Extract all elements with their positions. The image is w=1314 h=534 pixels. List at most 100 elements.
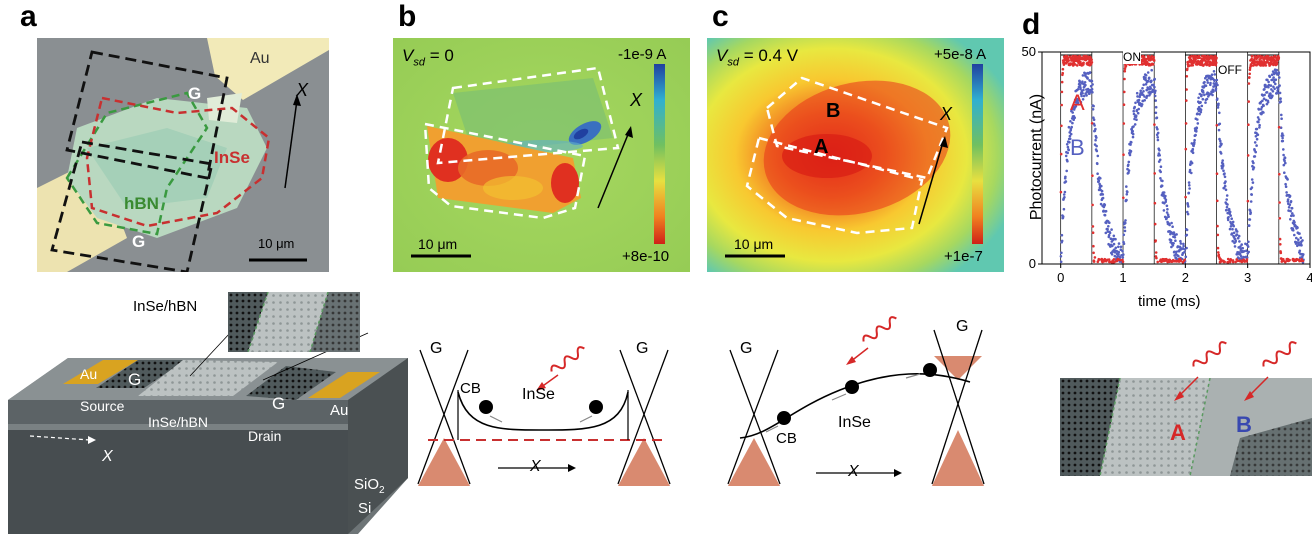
- data-point-b: [1196, 118, 1199, 121]
- data-point-b: [1132, 125, 1135, 128]
- data-point-b: [1211, 93, 1214, 97]
- data-point-b: [1215, 78, 1219, 82]
- data-point-b: [1095, 149, 1099, 153]
- data-point-b: [1147, 79, 1150, 83]
- graphene-right: [246, 366, 336, 400]
- data-point-b: [1239, 255, 1243, 258]
- data-point-b: [1121, 256, 1125, 259]
- data-point-b: [1109, 237, 1113, 240]
- data-point-b: [1089, 84, 1093, 88]
- data-point-b: [1095, 136, 1098, 139]
- data-point-b: [1119, 245, 1123, 249]
- data-point-b: [1071, 121, 1074, 125]
- data-point-a: [1183, 258, 1186, 262]
- data-point-b: [1265, 102, 1269, 106]
- x-axis-label-c: X: [940, 104, 953, 124]
- data-point-b: [1092, 104, 1095, 108]
- data-point-b: [1273, 72, 1276, 76]
- data-point-b: [1162, 209, 1166, 212]
- data-point-b: [1252, 166, 1256, 169]
- data-point-b: [1276, 91, 1280, 95]
- region-outline-upper-b: [436, 66, 620, 165]
- data-point-b: [1101, 193, 1105, 196]
- annotation-on: ON: [1123, 50, 1141, 64]
- x-axis-label-a: X: [296, 80, 309, 100]
- data-point-b: [1193, 138, 1196, 142]
- data-point-b: [1287, 206, 1291, 209]
- data-point-b: [1158, 158, 1162, 162]
- data-point-b: [1127, 171, 1130, 174]
- data-point-b: [1124, 221, 1127, 225]
- data-point-a: [1153, 201, 1157, 205]
- data-point-a: [1277, 125, 1281, 129]
- data-point-a: [1151, 62, 1155, 66]
- data-point-b: [1197, 96, 1200, 100]
- data-point-b: [1247, 224, 1251, 227]
- data-point-b: [1199, 110, 1203, 114]
- data-point-b: [1078, 81, 1082, 84]
- data-point-b: [1267, 80, 1270, 84]
- data-point-b: [1283, 159, 1286, 163]
- data-point-b: [1067, 125, 1071, 129]
- data-point-b: [1256, 133, 1260, 137]
- data-point-b: [1085, 90, 1089, 94]
- data-point-b: [1078, 83, 1082, 87]
- data-point-b: [1124, 219, 1127, 222]
- data-point-a: [1243, 260, 1246, 263]
- data-point-b: [1154, 105, 1158, 109]
- inse-outline: [85, 96, 271, 228]
- data-point-a: [1247, 82, 1251, 85]
- data-point-b: [1130, 141, 1133, 144]
- data-point-b: [1176, 245, 1180, 248]
- data-point-b: [1159, 170, 1162, 174]
- data-point-b: [1156, 136, 1159, 139]
- data-point-a: [1278, 217, 1282, 220]
- data-point-b: [1144, 76, 1147, 80]
- data-point-b: [1235, 233, 1239, 236]
- data-point-b: [1272, 76, 1275, 79]
- y-tick-label: 0: [1029, 256, 1036, 271]
- data-point-b: [1216, 106, 1220, 109]
- band-c-cb: CB: [776, 430, 797, 447]
- data-point-b: [1201, 97, 1205, 101]
- data-point-b: [1221, 164, 1225, 167]
- data-point-b: [1217, 128, 1221, 132]
- data-point-b: [1262, 97, 1266, 100]
- x-tick-label: 0: [1057, 270, 1064, 285]
- dirac-cone-left-fill-c: [728, 438, 780, 486]
- scale-bar-label-b: 10 μm: [418, 236, 458, 252]
- data-point-b: [1134, 101, 1137, 105]
- data-point-b: [1260, 105, 1264, 109]
- data-point-b: [1284, 161, 1287, 165]
- data-point-b: [1122, 253, 1125, 256]
- data-point-b: [1094, 138, 1097, 142]
- data-point-b: [1204, 101, 1207, 104]
- data-point-a: [1245, 258, 1249, 261]
- data-point-b: [1236, 236, 1240, 240]
- data-point-b: [1149, 92, 1152, 95]
- data-point-b: [1066, 159, 1069, 163]
- data-point-b: [1225, 194, 1229, 197]
- data-point-b: [1289, 200, 1293, 203]
- colorbar-c: [972, 64, 983, 244]
- data-point-b: [1177, 254, 1180, 258]
- data-point-b: [1257, 120, 1260, 124]
- data-point-b: [1153, 77, 1156, 81]
- data-point-a: [1122, 103, 1126, 106]
- graphene-left: [96, 360, 186, 388]
- data-point-a: [1278, 237, 1282, 241]
- inset-label: InSe/hBN: [133, 298, 198, 315]
- data-point-b: [1170, 221, 1173, 225]
- data-point-b: [1202, 91, 1205, 94]
- region-label-b: B: [826, 100, 841, 122]
- data-point-b: [1196, 122, 1200, 125]
- data-point-b: [1247, 240, 1250, 244]
- data-point-a: [1091, 225, 1095, 228]
- light-wave-c: [862, 316, 897, 342]
- data-point-b: [1132, 112, 1136, 116]
- data-point-b: [1062, 193, 1066, 196]
- data-point-b: [1129, 143, 1132, 146]
- data-point-b: [1156, 138, 1160, 142]
- data-point-b: [1150, 68, 1153, 72]
- data-point-b: [1254, 135, 1258, 138]
